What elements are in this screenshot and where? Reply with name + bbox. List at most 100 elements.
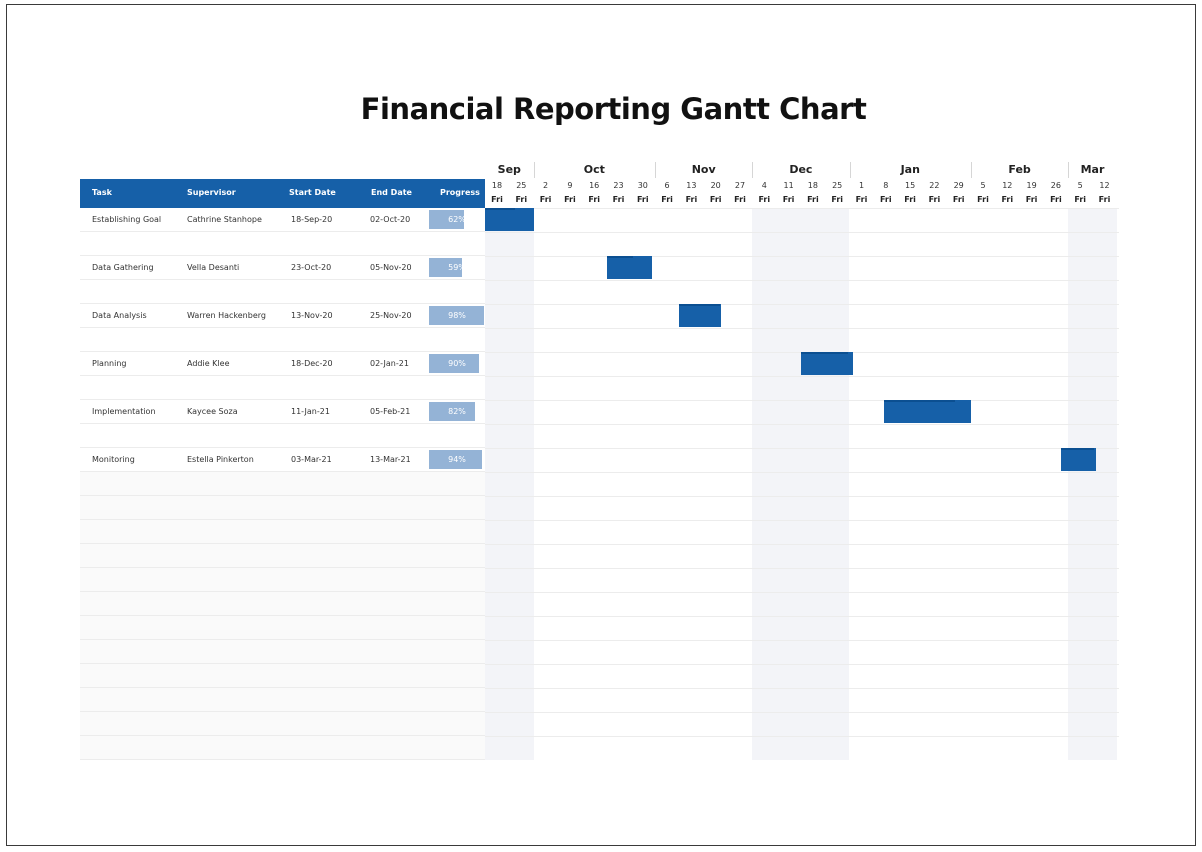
- progress-label: 90%: [448, 359, 466, 368]
- grid-line: [485, 448, 1119, 449]
- progress-bar: 62%: [429, 210, 485, 229]
- header-end-date: End Date: [371, 188, 412, 197]
- weekday-label: Fri: [515, 195, 528, 204]
- day-label: 18: [491, 181, 503, 190]
- empty-row: [80, 520, 485, 544]
- grid-line: [485, 400, 1119, 401]
- gantt-bar[interactable]: [1061, 448, 1096, 471]
- day-label: 12: [1002, 181, 1013, 190]
- task-cell: Planning: [92, 359, 127, 368]
- supervisor-cell: Estella Pinkerton: [187, 455, 254, 464]
- progress-fill: [429, 306, 484, 325]
- task-cell: Data Analysis: [92, 311, 147, 320]
- grid-line: [485, 256, 1119, 257]
- grid-line: [485, 664, 1119, 665]
- grid-line: [485, 208, 1119, 209]
- day-label: 2: [543, 181, 549, 190]
- progress-bar: 90%: [429, 354, 485, 373]
- month-label: Sep: [497, 163, 521, 176]
- weekday-label: Fri: [1050, 195, 1062, 204]
- grid-line: [485, 592, 1119, 593]
- page-title: Financial Reporting Gantt Chart: [360, 92, 867, 126]
- task-cell: Data Gathering: [92, 263, 154, 272]
- grid-line: [485, 304, 1119, 305]
- start-date-cell: 11-Jan-21: [291, 407, 330, 416]
- weekday-label: Fri: [952, 195, 965, 204]
- supervisor-cell: Vella Desanti: [187, 263, 240, 272]
- day-label: 18: [807, 181, 818, 190]
- table-header: Task Supervisor Start Date End Date Prog…: [80, 179, 485, 208]
- grid-line: [485, 568, 1119, 569]
- day-label: 25: [832, 181, 843, 190]
- task-cell: Establishing Goal: [92, 215, 162, 224]
- progress-bar: 82%: [429, 402, 485, 421]
- day-label: 19: [1026, 181, 1037, 190]
- gantt-bar[interactable]: [884, 400, 971, 423]
- progress-bar: 59%: [429, 258, 485, 277]
- grid-line: [485, 544, 1119, 545]
- weekday-label: Fri: [734, 195, 746, 204]
- day-label: 25: [516, 181, 527, 190]
- grid-line: [485, 616, 1119, 617]
- end-date-cell: 05-Feb-21: [370, 407, 411, 416]
- empty-row: [80, 496, 485, 520]
- end-date-cell: 25-Nov-20: [370, 311, 412, 320]
- empty-row: [80, 592, 485, 616]
- day-label: 9: [567, 181, 573, 190]
- weekday-label: Fri: [782, 195, 795, 204]
- day-label: 8: [883, 181, 889, 190]
- progress-fill: [429, 402, 475, 421]
- month-label: Feb: [1008, 163, 1031, 176]
- month-divider: [1068, 162, 1070, 178]
- task-table: Task Supervisor Start Date End Date Prog…: [80, 179, 485, 760]
- weekday-label: Fri: [588, 195, 600, 204]
- day-label: 4: [761, 181, 767, 190]
- supervisor-cell: Addie Klee: [187, 359, 230, 368]
- weekday-label: Fri: [758, 195, 771, 204]
- weekday-label: Fri: [1025, 195, 1038, 204]
- grid-line: [485, 496, 1119, 497]
- month-label: Jan: [900, 163, 920, 176]
- gantt-bar[interactable]: [679, 304, 722, 327]
- day-label: 30: [637, 181, 648, 190]
- progress-bar: 98%: [429, 306, 485, 325]
- start-date-cell: 18-Sep-20: [291, 215, 333, 224]
- gantt-bar[interactable]: [485, 208, 534, 231]
- grid-line: [485, 688, 1119, 689]
- progress-label: 94%: [448, 455, 466, 464]
- progress-fill: [429, 450, 482, 469]
- table-row: Data Gathering Vella Desanti 23-Oct-20 05-N…: [80, 256, 485, 280]
- supervisor-cell: Kaycee Soza: [187, 407, 238, 416]
- start-date-cell: 03-Mar-21: [291, 455, 332, 464]
- weekday-label: Fri: [1074, 195, 1086, 204]
- month-shade: [485, 208, 534, 760]
- gantt-bar[interactable]: [606, 256, 652, 279]
- empty-row: [80, 280, 485, 304]
- gantt-bar[interactable]: [800, 352, 853, 375]
- weekday-label: Fri: [612, 195, 625, 204]
- progress-fill: [429, 210, 464, 229]
- day-label: 11: [783, 181, 794, 190]
- gantt-bar-progress: [1061, 448, 1094, 450]
- day-label: 23: [613, 181, 624, 190]
- weekday-label: Fri: [491, 195, 503, 204]
- gantt-bar-progress: [606, 256, 634, 258]
- empty-row: [80, 640, 485, 664]
- month-label: Mar: [1080, 163, 1105, 176]
- month-label: Nov: [691, 163, 716, 176]
- weekday-label: Fri: [709, 195, 722, 204]
- table-row: Data Analysis Warren Hackenberg 13-Nov-20 2…: [80, 304, 485, 328]
- end-date-cell: 05-Nov-20: [370, 263, 412, 272]
- grid-line: [485, 280, 1119, 281]
- weekday-label: Fri: [977, 195, 989, 204]
- progress-bar: 94%: [429, 450, 485, 469]
- empty-row: [80, 232, 485, 256]
- progress-fill: [429, 258, 462, 277]
- day-label: 12: [1099, 181, 1110, 190]
- grid-line: [485, 376, 1119, 377]
- progress-label: 59%: [448, 263, 466, 272]
- gantt-bar-progress: [800, 352, 848, 354]
- day-label: 13: [686, 181, 697, 190]
- month-label: Dec: [789, 163, 813, 176]
- supervisor-cell: Cathrine Stanhope: [187, 215, 262, 224]
